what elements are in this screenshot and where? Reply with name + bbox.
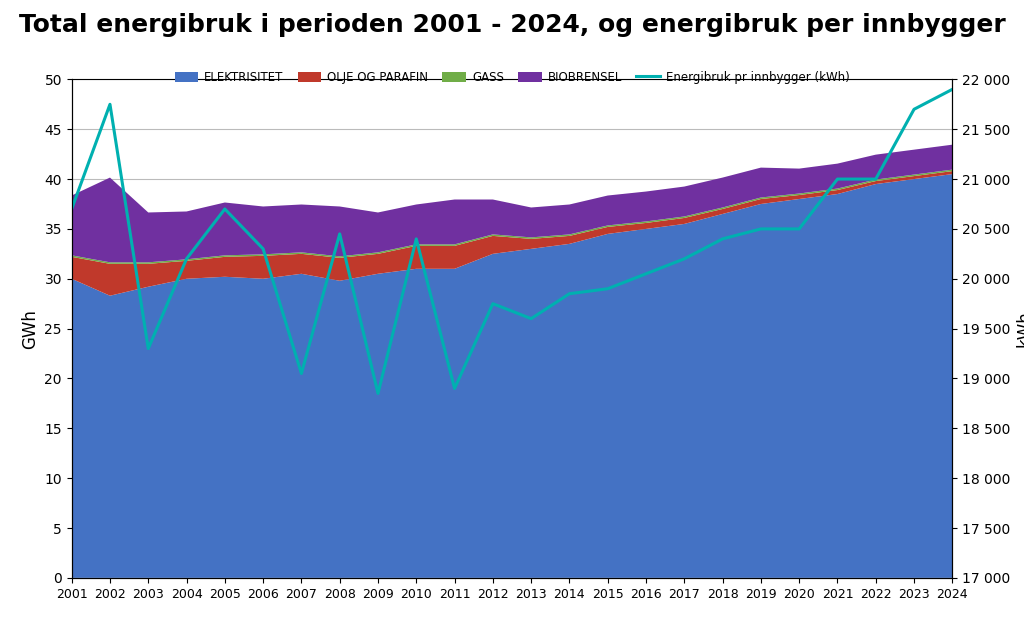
Y-axis label: GWh: GWh: [20, 309, 39, 349]
Energibruk pr innbygger (kWh): [908, 105, 921, 113]
Line: Energibruk pr innbygger (kWh): Energibruk pr innbygger (kWh): [72, 90, 952, 394]
Energibruk pr innbygger (kWh): [793, 225, 805, 233]
Energibruk pr innbygger (kWh): [946, 86, 958, 93]
Energibruk pr innbygger (kWh): [103, 100, 116, 108]
Energibruk pr innbygger (kWh): [219, 205, 231, 213]
Energibruk pr innbygger (kWh): [640, 270, 652, 277]
Energibruk pr innbygger (kWh): [678, 255, 690, 263]
Energibruk pr innbygger (kWh): [142, 345, 155, 352]
Energibruk pr innbygger (kWh): [334, 230, 346, 237]
Energibruk pr innbygger (kWh): [831, 175, 844, 183]
Energibruk pr innbygger (kWh): [486, 300, 499, 307]
Y-axis label: kWh: kWh: [1016, 311, 1024, 347]
Energibruk pr innbygger (kWh): [449, 385, 461, 392]
Energibruk pr innbygger (kWh): [869, 175, 882, 183]
Energibruk pr innbygger (kWh): [180, 255, 193, 263]
Energibruk pr innbygger (kWh): [525, 315, 538, 323]
Energibruk pr innbygger (kWh): [372, 390, 384, 398]
Energibruk pr innbygger (kWh): [66, 205, 78, 213]
Energibruk pr innbygger (kWh): [601, 285, 613, 293]
Energibruk pr innbygger (kWh): [411, 235, 423, 243]
Energibruk pr innbygger (kWh): [755, 225, 767, 233]
Legend: ELEKTRISITET, OLJE OG PARAFIN, GASS, BIOBRENSEL, Energibruk pr innbygger (kWh): ELEKTRISITET, OLJE OG PARAFIN, GASS, BIO…: [170, 66, 854, 89]
Energibruk pr innbygger (kWh): [717, 235, 729, 243]
Energibruk pr innbygger (kWh): [295, 370, 307, 377]
Energibruk pr innbygger (kWh): [257, 245, 269, 253]
Text: Total energibruk i perioden 2001 - 2024, og energibruk per innbygger: Total energibruk i perioden 2001 - 2024,…: [18, 13, 1006, 37]
Energibruk pr innbygger (kWh): [563, 290, 575, 298]
